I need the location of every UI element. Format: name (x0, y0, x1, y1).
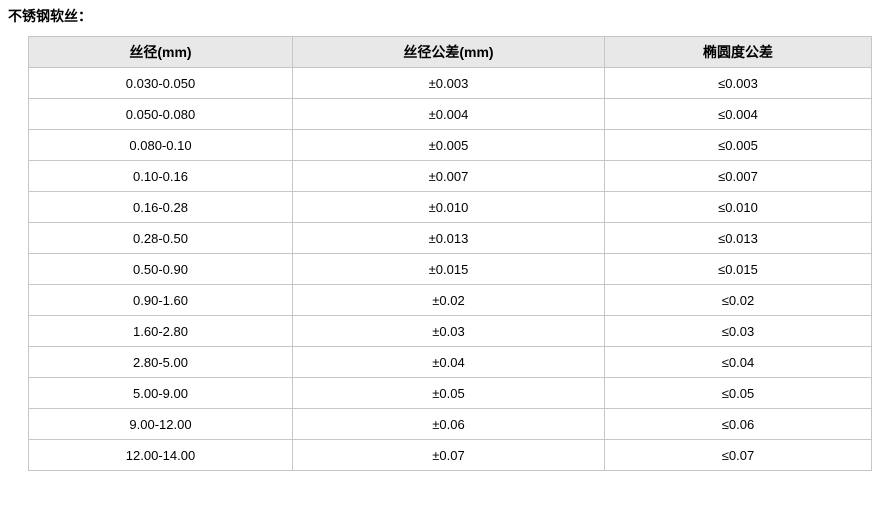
table-cell: ≤0.04 (604, 346, 872, 378)
page-title: 不锈钢软丝： (8, 8, 92, 24)
table-row: 0.030-0.050 ±0.003 ≤0.003 (28, 67, 872, 99)
table-cell: ±0.06 (292, 408, 605, 440)
table-row: 1.60-2.80 ±0.03 ≤0.03 (28, 315, 872, 347)
table-row: 0.080-0.10 ±0.005 ≤0.005 (28, 129, 872, 161)
table-cell: 2.80-5.00 (28, 346, 293, 378)
table-cell: ≤0.015 (604, 253, 872, 285)
table-cell: ≤0.004 (604, 98, 872, 130)
table-row: 0.10-0.16 ±0.007 ≤0.007 (28, 160, 872, 192)
table-row: 0.28-0.50 ±0.013 ≤0.013 (28, 222, 872, 254)
table-row: 0.050-0.080 ±0.004 ≤0.004 (28, 98, 872, 130)
table-cell: 0.90-1.60 (28, 284, 293, 316)
table-cell: ≤0.03 (604, 315, 872, 347)
table-row: 5.00-9.00 ±0.05 ≤0.05 (28, 377, 872, 409)
table-cell: ≤0.07 (604, 439, 872, 471)
table-cell: ≤0.007 (604, 160, 872, 192)
table-row: 0.90-1.60 ±0.02 ≤0.02 (28, 284, 872, 316)
table-cell: ≤0.05 (604, 377, 872, 409)
table-cell: ≤0.013 (604, 222, 872, 254)
table-cell: 0.050-0.080 (28, 98, 293, 130)
table-cell: 0.28-0.50 (28, 222, 293, 254)
table-cell: 0.030-0.050 (28, 67, 293, 99)
spec-table-head: 丝径(mm) 丝径公差(mm) 椭圆度公差 (28, 36, 872, 68)
table-cell: ±0.04 (292, 346, 605, 378)
table-cell: 1.60-2.80 (28, 315, 293, 347)
table-cell: ±0.015 (292, 253, 605, 285)
table-cell: ±0.003 (292, 67, 605, 99)
table-cell: ≤0.010 (604, 191, 872, 223)
table-cell: 0.10-0.16 (28, 160, 293, 192)
table-cell: ±0.004 (292, 98, 605, 130)
table-cell: ±0.005 (292, 129, 605, 161)
column-header-3: 椭圆度公差 (604, 36, 872, 68)
table-cell: ±0.010 (292, 191, 605, 223)
spec-table: 丝径(mm) 丝径公差(mm) 椭圆度公差 0.030-0.050 ±0.003 ≤0.… (28, 36, 872, 471)
table-cell: 0.16-0.28 (28, 191, 293, 223)
table-row: 9.00-12.00 ±0.06 ≤0.06 (28, 408, 872, 440)
table-cell: ≤0.005 (604, 129, 872, 161)
table-cell: 9.00-12.00 (28, 408, 293, 440)
table-row: 0.50-0.90 ±0.015 ≤0.015 (28, 253, 872, 285)
table-cell: 5.00-9.00 (28, 377, 293, 409)
table-cell: 0.50-0.90 (28, 253, 293, 285)
table-cell: ±0.05 (292, 377, 605, 409)
table-cell: ≤0.02 (604, 284, 872, 316)
table-cell: ≤0.06 (604, 408, 872, 440)
table-cell: ≤0.003 (604, 67, 872, 99)
table-row: 12.00-14.00 ±0.07 ≤0.07 (28, 439, 872, 471)
table-cell: ±0.02 (292, 284, 605, 316)
table-cell: ±0.007 (292, 160, 605, 192)
table-row: 2.80-5.00 ±0.04 ≤0.04 (28, 346, 872, 378)
table-cell: ±0.013 (292, 222, 605, 254)
table-row: 0.16-0.28 ±0.010 ≤0.010 (28, 191, 872, 223)
header-row: 丝径(mm) 丝径公差(mm) 椭圆度公差 (28, 36, 872, 68)
table-cell: 0.080-0.10 (28, 129, 293, 161)
table-cell: ±0.03 (292, 315, 605, 347)
table-cell: 12.00-14.00 (28, 439, 293, 471)
table-cell: ±0.07 (292, 439, 605, 471)
column-header-2: 丝径公差(mm) (292, 36, 605, 68)
spec-table-body: 0.030-0.050 ±0.003 ≤0.003 0.050-0.080 ±0.004… (28, 67, 872, 471)
column-header-1: 丝径(mm) (28, 36, 293, 68)
